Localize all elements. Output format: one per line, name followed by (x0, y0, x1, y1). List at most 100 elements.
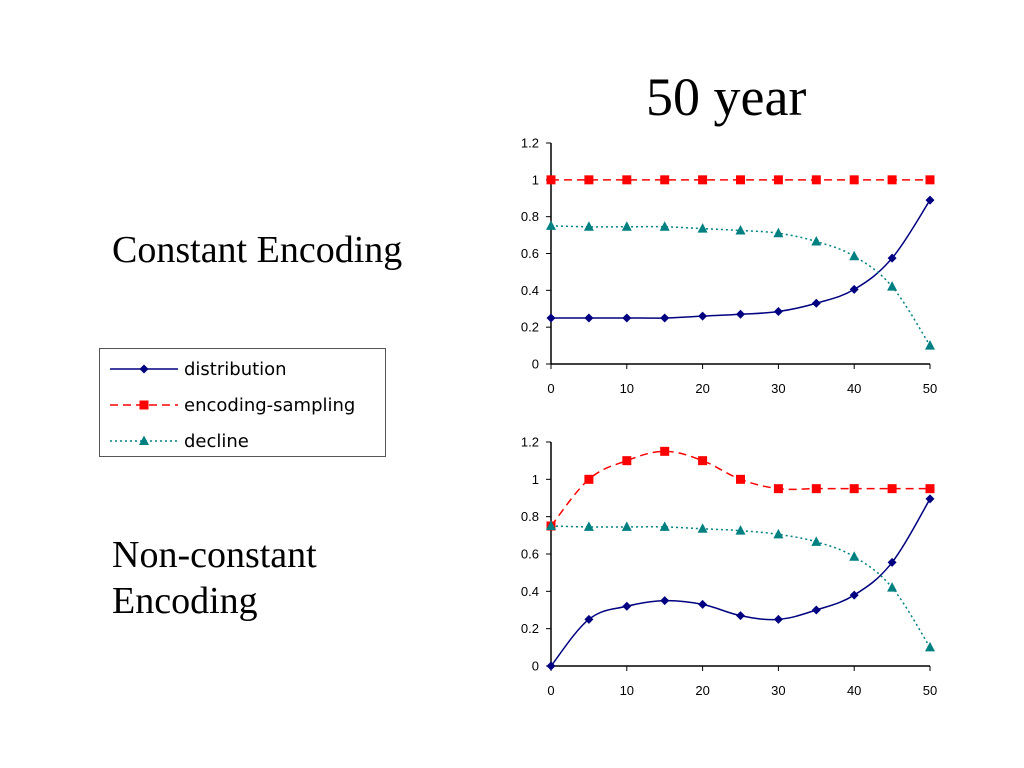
bottom-series-distribution (546, 494, 935, 671)
x-tick-label: 10 (620, 381, 634, 396)
decline-point (735, 224, 746, 235)
distribution-point (736, 309, 745, 319)
decline-point (697, 523, 708, 533)
distribution-point (584, 313, 594, 323)
distribution-point (660, 596, 670, 606)
decline-line (550, 225, 931, 346)
distribution-point (811, 605, 821, 615)
distribution-point (546, 313, 556, 323)
encoding-sampling-point (736, 474, 745, 484)
decline-point (546, 520, 556, 530)
distribution-line (550, 498, 931, 667)
x-tick-label: 20 (695, 381, 709, 396)
distribution-point (622, 601, 632, 611)
legend-item-decline: decline (110, 431, 249, 452)
decline-point (773, 227, 784, 238)
legend-item-distribution: distribution (110, 359, 287, 380)
encoding-sampling-point (698, 456, 708, 466)
decline-point (583, 521, 594, 531)
distribution-point (849, 590, 859, 600)
bottom-series-encoding-sampling (546, 446, 935, 531)
chart-legend: distribution encoding-sampling decline (99, 348, 386, 457)
y-tick-label: 0 (532, 659, 539, 674)
decline-point (735, 525, 746, 535)
legend-label: encoding-sampling (184, 395, 355, 416)
x-tick-label: 30 (771, 381, 785, 396)
encoding-sampling-point (622, 456, 632, 466)
x-tick-label: 0 (547, 683, 554, 698)
encoding-sampling-point (546, 175, 556, 185)
decline-point (849, 551, 860, 561)
decline-point (887, 582, 898, 592)
legend-graphics: distribution encoding-sampling decline (110, 359, 355, 452)
legend-diamond-marker (139, 364, 149, 374)
distribution-point (698, 311, 708, 321)
x-tick-label: 0 (547, 381, 554, 396)
distribution-point (849, 284, 859, 294)
y-tick-label: 1 (532, 472, 539, 487)
decline-point (659, 221, 670, 231)
x-tick-label: 40 (847, 381, 861, 396)
encoding-sampling-point (660, 175, 670, 185)
encoding-sampling-point (773, 484, 783, 494)
distribution-point (584, 614, 594, 624)
distribution-point (925, 195, 935, 205)
encoding-sampling-point (622, 175, 632, 185)
distribution-point (887, 557, 897, 567)
decline-point (849, 250, 860, 261)
x-tick-label: 50 (923, 381, 937, 396)
legend-label: decline (184, 431, 249, 452)
distribution-point (546, 661, 556, 671)
decline-point (583, 221, 594, 231)
encoding-sampling-point (660, 446, 670, 456)
encoding-sampling-line (550, 450, 930, 527)
top-series-distribution (546, 195, 935, 323)
distribution-point (736, 611, 745, 621)
encoding-sampling-point (887, 484, 897, 494)
x-tick-label: 20 (695, 683, 709, 698)
decline-point (887, 281, 898, 291)
y-tick-label: 0.4 (521, 584, 539, 599)
decline-point (925, 340, 935, 350)
top-series-encoding-sampling (546, 175, 935, 185)
encoding-sampling-point (736, 175, 745, 185)
distribution-point (660, 313, 670, 323)
distribution-point (773, 307, 783, 317)
distribution-point (925, 494, 935, 504)
distribution-point (887, 253, 897, 263)
legend-triangle-marker (139, 435, 149, 445)
distribution-point (773, 614, 783, 624)
encoding-sampling-point (811, 175, 821, 185)
encoding-sampling-point (584, 474, 594, 484)
y-tick-label: 0.2 (521, 621, 539, 636)
slide-title: 50 year (646, 67, 807, 127)
y-tick-label: 1.2 (521, 435, 539, 450)
encoding-sampling-point (925, 484, 935, 494)
x-tick-label: 10 (620, 683, 634, 698)
decline-point (697, 223, 708, 233)
y-tick-label: 1.2 (521, 136, 539, 151)
distribution-point (622, 313, 632, 323)
encoding-sampling-point (925, 175, 935, 185)
constant-encoding-label: Constant Encoding (112, 229, 403, 271)
y-tick-label: 0.8 (521, 509, 539, 524)
decline-point (659, 521, 670, 531)
encoding-sampling-point (584, 175, 594, 185)
encoding-sampling-point (849, 175, 859, 185)
decline-point (811, 236, 822, 246)
bottom-axes: 0 0.2 0.4 0.6 0.8 1 1.2 0 10 20 30 40 50 (521, 435, 937, 699)
y-tick-label: 0.6 (521, 246, 539, 261)
bottom-series-decline (546, 520, 935, 652)
decline-point (621, 521, 632, 531)
decline-point (621, 221, 632, 231)
decline-line (550, 525, 931, 648)
decline-point (546, 220, 556, 230)
y-tick-label: 0.6 (521, 547, 539, 562)
decline-point (925, 641, 935, 652)
distribution-point (811, 298, 821, 308)
legend-label: distribution (184, 359, 287, 380)
decline-point (811, 536, 822, 546)
y-tick-label: 0.2 (521, 320, 539, 335)
encoding-sampling-point (849, 484, 859, 494)
